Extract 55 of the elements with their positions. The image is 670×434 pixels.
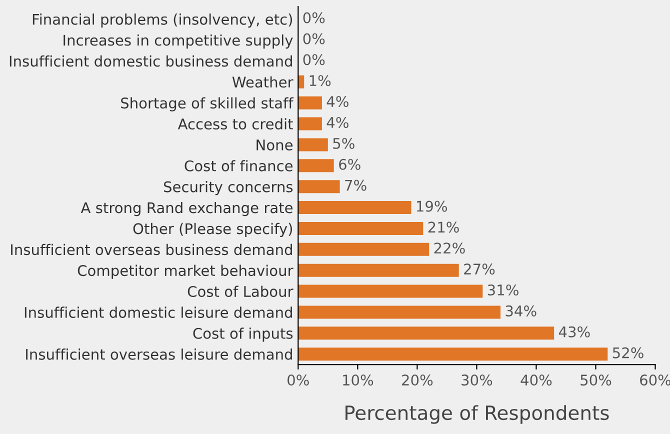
y-tick-label: None [256,140,293,150]
data-label: 19% [417,200,448,212]
y-tick-label: Weather [232,76,294,88]
data-label: 0% [303,54,325,66]
x-tick-label: 50% [580,374,612,386]
bar [298,284,483,298]
bar [298,264,459,277]
data-label: 0% [303,12,325,24]
x-tick-label: 10% [343,374,374,386]
bar [298,242,430,256]
y-tick-label: Increases in competitive supply [64,34,293,49]
data-label: 52% [612,347,644,358]
data-label: 1% [310,75,331,86]
data-label: 0% [303,33,325,44]
bar [298,75,304,88]
x-tick-label: 20% [402,374,433,386]
bar [298,159,334,172]
x-tick-label: 40% [520,374,552,386]
bar [298,96,322,110]
y-tick-label: Cost of Labour [188,286,294,298]
data-label: 27% [464,264,495,275]
y-tick-label: Cost of inputs [193,328,293,342]
y-tick-label: Cost of finance [184,160,293,172]
y-tick-label: A strong Rand exchange rate [80,202,293,216]
data-label: 22% [434,242,465,254]
y-tick-label: Insufficient overseas business demand [11,244,292,256]
data-label: 7% [345,180,366,191]
bar [298,138,328,152]
x-tick-label: 0% [288,374,309,386]
data-label: 4% [326,96,348,108]
bar [298,222,424,235]
y-tick-label: Shortage of skilled staff [121,97,294,112]
data-label: 34% [506,305,536,316]
data-label: 21% [428,222,459,233]
bar [298,117,322,130]
y-tick-label: Financial problems (insolvency, etc) [32,14,292,28]
data-label: 6% [339,158,360,170]
data-label: 4% [326,116,348,128]
y-tick-label: Access to credit [178,118,293,130]
y-tick-label: Insufficient domestic business demand [10,55,292,67]
x-tick-label: 30% [462,374,492,386]
bar [298,326,554,340]
bar [298,348,608,361]
y-tick-label: Other (Please specify) [133,222,292,238]
bar [298,306,501,319]
x-axis-title: Percentage of Respondents [346,405,609,424]
bar [298,180,340,194]
y-tick-label: Competitor market behaviour [78,264,294,279]
data-label: 43% [558,326,590,338]
data-label: 31% [488,284,518,296]
y-tick-label: Insufficient domestic leisure demand [24,306,292,318]
y-tick-label: Security concerns [164,181,293,196]
y-tick-label: Insufficient overseas leisure demand [26,348,292,360]
bar [298,201,412,214]
data-label: 5% [333,138,354,149]
